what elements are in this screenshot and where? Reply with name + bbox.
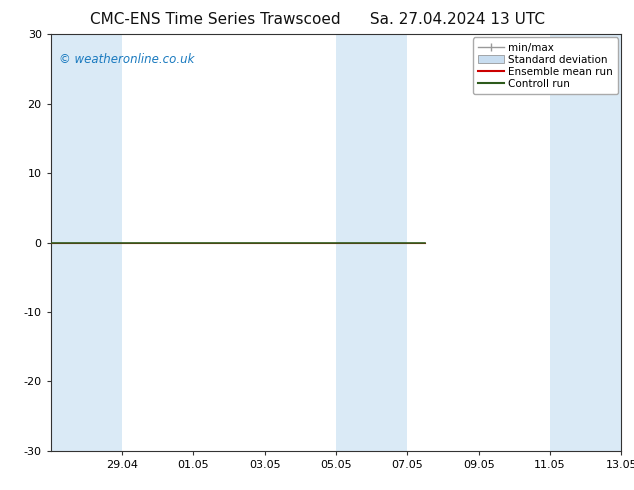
Bar bbox=[51, 34, 122, 451]
Text: © weatheronline.co.uk: © weatheronline.co.uk bbox=[59, 53, 195, 66]
Bar bbox=[336, 34, 407, 451]
Bar bbox=[550, 34, 621, 451]
Text: CMC-ENS Time Series Trawscoed      Sa. 27.04.2024 13 UTC: CMC-ENS Time Series Trawscoed Sa. 27.04.… bbox=[89, 12, 545, 27]
Legend: min/max, Standard deviation, Ensemble mean run, Controll run: min/max, Standard deviation, Ensemble me… bbox=[473, 37, 618, 94]
